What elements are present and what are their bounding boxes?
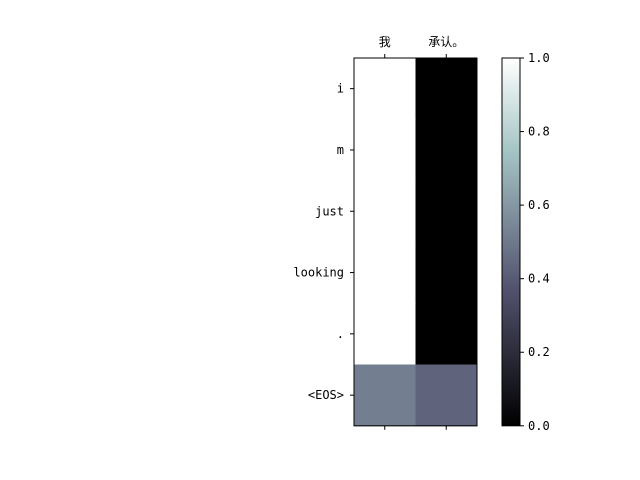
heatmap-cell: [354, 58, 416, 120]
heatmap-frame: [353, 57, 478, 427]
y-tick-label: i: [337, 82, 344, 96]
heatmap-cell: [354, 303, 416, 365]
heatmap-cell: [415, 119, 478, 182]
colorbar-tick-label: 0.2: [528, 345, 550, 359]
colorbar-tick-label: 1.0: [528, 51, 550, 65]
y-tick-label: just: [315, 204, 344, 218]
y-tick-label: <EOS>: [308, 388, 344, 402]
heatmap-cell: [354, 241, 416, 304]
heatmap-ticks: 我 承认。 i m just looking. <EOS>: [293, 35, 464, 430]
heatmap-cell: [415, 180, 478, 243]
colorbar-ticks: 0.0 0.2 0.4 0.6 0.8 1.0: [520, 51, 550, 433]
colorbar-tick-label: 0.6: [528, 198, 550, 212]
colorbar-tick-label: 0.8: [528, 125, 550, 139]
colorbar-tick-label: 0.0: [528, 419, 550, 433]
heatmap-cell: [354, 364, 416, 427]
heatmap-cell: [354, 180, 416, 243]
y-tick-label: .: [337, 327, 344, 341]
colorbar-tick-label: 0.4: [528, 272, 550, 286]
colorbar: [501, 57, 521, 427]
x-tick-label: 承认。: [428, 35, 464, 49]
heatmap-cell: [415, 364, 478, 427]
y-tick-label: m: [337, 143, 344, 157]
y-tick-label: looking: [293, 266, 344, 280]
heatmap-cell: [354, 119, 416, 182]
heatmap-cell: [415, 303, 478, 365]
heatmap-cell: [415, 58, 478, 120]
heatmap-cells: [354, 58, 478, 427]
x-tick-label: 我: [379, 35, 391, 49]
heatmap-cell: [415, 241, 478, 304]
